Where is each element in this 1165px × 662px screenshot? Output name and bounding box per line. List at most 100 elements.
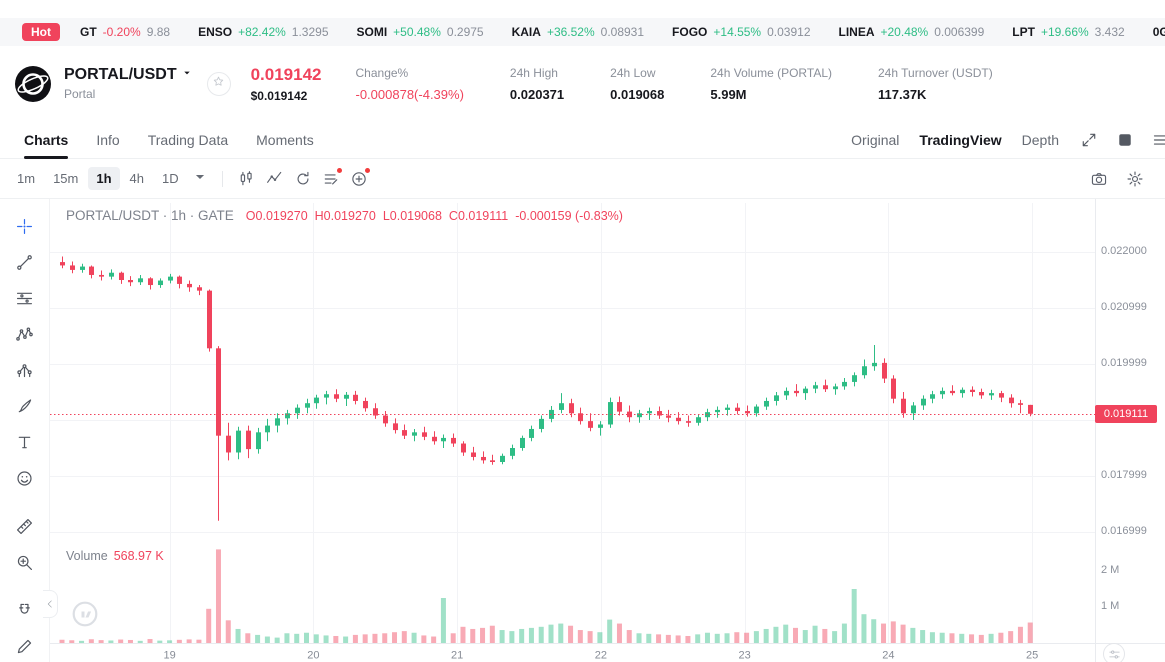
ohlc-change: -0.000159 (-0.83%) (515, 209, 623, 223)
current-price-tag: 0.019111 (1095, 404, 1157, 423)
crosshair-icon (15, 217, 34, 236)
view-full-chart-button[interactable] (1115, 130, 1135, 150)
toolbar-divider (221, 170, 223, 187)
left-toolbar (0, 199, 50, 662)
menu-icon (1152, 131, 1165, 149)
stat-value: 0.020371 (509, 86, 565, 102)
tab-trading-data[interactable]: Trading Data (147, 131, 229, 148)
interval-1m[interactable]: 1m (9, 167, 43, 190)
portal-logo (14, 65, 52, 103)
ticker-change: +82.42% (238, 25, 286, 39)
tool-group (8, 593, 42, 662)
view-menu-button[interactable] (1151, 130, 1165, 150)
price-axis[interactable]: 0.019111 0.0220000.0209990.0199990.01899… (1095, 199, 1165, 662)
ticker-price: 1.3295 (291, 25, 329, 39)
text-tool[interactable] (8, 425, 42, 459)
price-axis-label: 0.019999 (1101, 357, 1147, 370)
view-original[interactable]: Original (851, 131, 900, 148)
ticker-item-gt[interactable]: GT -0.20% 9.88 (80, 25, 170, 39)
ticker-item-enso[interactable]: ENSO +82.42% 1.3295 (198, 25, 328, 39)
measure-tool[interactable] (8, 509, 42, 543)
caret-down-icon (191, 168, 209, 186)
notification-dot (336, 167, 342, 173)
interval-4h[interactable]: 4h (122, 167, 152, 190)
expand-icon (1080, 131, 1098, 149)
magnet-tool[interactable] (8, 593, 42, 627)
brush-tool[interactable] (8, 389, 42, 423)
emoji-tool[interactable] (8, 461, 42, 495)
favorite-button[interactable] (206, 71, 231, 96)
toolbar-camera-button[interactable] (1085, 166, 1113, 192)
xabcd-pattern-tool[interactable] (8, 317, 42, 351)
hot-ticker-bar: Hot GT -0.20% 9.88 ENSO +82.42% 1.3295 SOMI +50… (0, 18, 1165, 46)
ticker-item-lpt[interactable]: LPT +19.66% 3.432 (1012, 25, 1124, 39)
tabs-right: Original TradingView Depth (851, 130, 1165, 150)
interval-1h[interactable]: 1h (88, 167, 120, 190)
price-chart-canvas[interactable] (50, 199, 1165, 662)
interval-list: 1m 15m 1h 4h 1D (8, 164, 212, 193)
ticker-item-kaia[interactable]: KAIA +36.52% 0.08931 (512, 25, 644, 39)
header-stat-24h-turnover-usdt: 24h Turnover (USDT) 117.37K (878, 66, 993, 102)
price-axis-label: 0.020999 (1101, 301, 1147, 314)
toolbar-indicators-button[interactable] (261, 166, 289, 192)
zoom-tool[interactable] (8, 545, 42, 579)
pair-caret-icon (181, 66, 193, 84)
ticker-change: +36.52% (546, 25, 595, 39)
tab-charts[interactable]: Charts (24, 121, 69, 159)
price-block: 0.019142 $0.019142 (251, 65, 322, 103)
ticker-symbol: SOMI (356, 25, 388, 39)
ticker-item-somi[interactable]: SOMI +50.48% 0.2975 (357, 25, 484, 39)
chart-settings-fab[interactable] (1103, 643, 1125, 662)
magnet-icon (15, 601, 34, 620)
crosshair-tool[interactable] (8, 209, 42, 243)
ticker-change: +19.66% (1040, 25, 1089, 39)
view-tradingview[interactable]: TradingView (919, 131, 1002, 148)
tab-moments[interactable]: Moments (256, 131, 314, 148)
ticker-item-linea[interactable]: LINEA +20.48% 0.006399 (839, 25, 985, 39)
pair-block: PORTAL/USDT Portal (64, 66, 193, 101)
chart-ohlc: O0.019270 H0.019270 L0.019068 C0.019111 -0.0… (246, 207, 630, 225)
volume-legend: Volume 568.97 K (66, 549, 164, 563)
interval-dropdown[interactable] (189, 164, 211, 193)
tool-group (8, 509, 42, 581)
price-axis-label: 0.017999 (1101, 469, 1147, 482)
ticker-change: +20.48% (880, 25, 929, 39)
toolbar-add-indicator-button[interactable] (345, 166, 373, 192)
toolbar-settings-button[interactable] (1121, 166, 1149, 192)
toolbar-edit-list-button[interactable] (317, 166, 345, 192)
trend-line-tool[interactable] (8, 245, 42, 279)
interval-15m[interactable]: 15m (45, 167, 86, 190)
header-stat-24h-high: 24h High 0.020371 (510, 66, 564, 102)
brush-icon (15, 397, 34, 416)
symbol-header: PORTAL/USDT Portal 0.019142 $0.019142 Ch… (0, 46, 1165, 121)
ticker-change: -0.20% (102, 25, 141, 39)
main-tabs: Charts Info Trading Data Moments (24, 121, 342, 159)
long-position-icon (15, 361, 34, 380)
notification-dot (364, 167, 370, 173)
ohlc-value: L0.019068 (382, 209, 442, 223)
toolbar-refresh-button[interactable] (289, 166, 317, 192)
long-position-tool[interactable] (8, 353, 42, 387)
collapse-toolbar-button[interactable] (43, 590, 58, 618)
fib-retracement-tool[interactable] (8, 281, 42, 315)
ticker-item-0g[interactable]: 0G+16.32%1.1225 (1153, 25, 1165, 39)
pair-selector[interactable]: PORTAL/USDT (64, 66, 193, 84)
ticker-price: 9.88 (146, 25, 171, 39)
ohlc-value: O0.019270 (245, 209, 308, 223)
stat-value: 5.99M (710, 86, 747, 102)
view-expand-button[interactable] (1079, 130, 1099, 150)
tab-info[interactable]: Info (96, 131, 120, 148)
toolbar-candles-button[interactable] (233, 166, 261, 192)
ticker-item-fogo[interactable]: FOGO +14.55% 0.03912 (672, 25, 810, 39)
trend-line-icon (15, 253, 34, 272)
refresh-icon (294, 170, 312, 188)
interval-1D[interactable]: 1D (154, 167, 187, 190)
stat-label: 24h Low (610, 65, 656, 80)
edit-tool[interactable] (8, 629, 42, 662)
ticker-price: 0.08931 (600, 25, 645, 39)
volume-value: 568.97 K (113, 549, 164, 563)
chevron-left-icon (45, 599, 55, 609)
edit-list-icon (322, 170, 340, 188)
view-depth[interactable]: Depth (1021, 131, 1059, 148)
